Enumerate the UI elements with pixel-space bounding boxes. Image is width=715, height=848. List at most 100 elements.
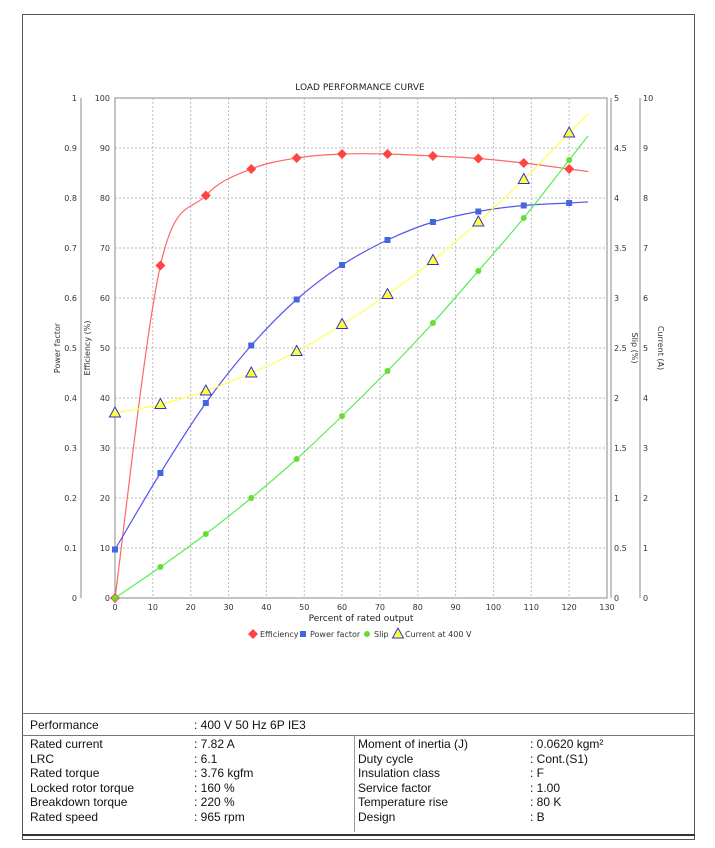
x-tick-label: 100 — [486, 603, 501, 612]
data-point — [337, 149, 348, 159]
efficiency-tick-label: 90 — [100, 144, 110, 153]
data-point — [384, 237, 391, 243]
spec-value: : 80 K — [530, 795, 562, 809]
slip-tick-label: 2.5 — [614, 344, 627, 353]
data-point — [112, 546, 118, 553]
data-point — [475, 208, 482, 215]
data-point — [517, 172, 531, 184]
spec-label: LRC — [30, 751, 55, 766]
slip-tick-label: 0.5 — [614, 544, 627, 553]
data-point — [381, 287, 394, 299]
data-point — [339, 262, 346, 268]
spec-value: : F — [530, 766, 544, 780]
power-factor-tick-label: 0.9 — [64, 144, 77, 153]
current-tick-label: 3 — [643, 444, 648, 453]
x-tick-label: 30 — [223, 603, 233, 612]
x-tick-label: 10 — [148, 603, 158, 612]
x-tick-label: 60 — [337, 603, 347, 612]
data-point — [248, 495, 255, 501]
legend-square-icon — [300, 631, 306, 637]
data-point — [335, 317, 349, 329]
x-tick-label: 120 — [562, 603, 577, 612]
power-factor-tick-label: 1 — [72, 94, 77, 103]
legend-label: Slip — [374, 630, 389, 639]
data-point — [473, 153, 484, 164]
power-factor-tick-label: 0.2 — [64, 494, 77, 503]
slip-tick-label: 2 — [614, 394, 619, 403]
efficiency-tick-label: 0 — [105, 594, 110, 603]
data-point — [112, 595, 118, 601]
data-point — [290, 344, 304, 356]
data-point — [246, 164, 257, 174]
data-point — [248, 342, 255, 349]
slip-tick-label: 5 — [614, 94, 619, 103]
spec-label: Rated speed — [30, 809, 99, 824]
data-point — [157, 470, 164, 476]
power-factor-tick-label: 0.6 — [64, 294, 77, 303]
data-point — [291, 153, 302, 163]
data-point — [471, 214, 485, 227]
data-point — [520, 202, 527, 209]
current-tick-label: 9 — [643, 144, 648, 153]
legend-triangle-icon — [391, 626, 405, 639]
spec-value: : 7.82 A — [194, 737, 235, 751]
current-tick-label: 6 — [643, 294, 648, 303]
efficiency-tick-label: 50 — [100, 344, 110, 353]
data-point — [382, 149, 393, 159]
current-tick-label: 8 — [643, 194, 648, 203]
legend-label: Current at 400 V — [405, 630, 472, 639]
load-performance-chart: LOAD PERFORMANCE CURVE 0 10 20 30 40 50 60 70 80… — [53, 83, 665, 639]
legend-item: Current at 400 V — [391, 626, 472, 639]
spec-label: Moment of inertia (J) — [358, 737, 469, 751]
data-point — [475, 268, 482, 274]
power-factor-axis-title: Power factor — [53, 322, 62, 373]
power-factor-tick-label: 0.3 — [64, 444, 77, 453]
spec-label: Service factor — [358, 780, 432, 795]
x-tick-label: 50 — [299, 603, 309, 612]
spec-value: : 3.76 kgfm — [194, 766, 254, 780]
current-tick-label: 2 — [643, 494, 648, 503]
slip-tick-label: 3 — [614, 294, 619, 303]
x-tick-label: 130 — [599, 603, 614, 612]
spec-label: Locked rotor torque — [30, 780, 135, 795]
power-factor-tick-label: 0.5 — [64, 344, 77, 353]
efficiency-tick-label: 60 — [100, 294, 110, 303]
markers — [108, 125, 576, 603]
performance-label: Performance — [30, 718, 99, 732]
data-point — [199, 383, 213, 396]
legend-item: Slip — [364, 630, 389, 639]
spec-label: Rated current — [30, 737, 103, 751]
slip-axis-title: Slip (%) — [630, 333, 639, 364]
current-tick-label: 4 — [643, 394, 648, 403]
data-point — [518, 158, 529, 168]
data-point — [202, 531, 209, 537]
current-tick-label: 5 — [643, 344, 648, 353]
x-tick-label: 70 — [375, 603, 385, 612]
current-axis-title: Current (A) — [656, 326, 665, 370]
x-tick-label: 40 — [261, 603, 271, 612]
data-point — [293, 456, 300, 462]
spec-label: Design — [358, 809, 396, 824]
slip-tick-label: 0 — [614, 594, 619, 603]
spec-value: : Cont.(S1) — [530, 751, 589, 766]
power-factor-tick-label: 0 — [72, 594, 77, 603]
legend-label: Efficiency — [260, 630, 299, 639]
x-tick-label: 0 — [112, 603, 117, 612]
power-factor-tick-label: 0.4 — [64, 394, 77, 403]
data-point — [429, 320, 436, 326]
legend-label: Power factor — [310, 630, 361, 639]
efficiency-tick-label: 70 — [100, 244, 110, 253]
axes: 0 10 20 30 40 50 60 70 80 90 100 110 120 13000.10.20.… — [53, 94, 665, 612]
spec-value: : 160 % — [194, 780, 235, 795]
efficiency-tick-label: 20 — [100, 494, 110, 503]
data-point — [384, 368, 391, 374]
data-point — [155, 260, 166, 271]
data-point — [566, 157, 573, 163]
data-point — [157, 564, 164, 570]
spec-label: Rated torque — [30, 766, 100, 780]
x-tick-label: 90 — [451, 603, 461, 612]
legend-diamond-icon — [248, 629, 258, 639]
power-factor-tick-label: 0.8 — [64, 194, 77, 203]
spec-label: Insulation class — [358, 766, 441, 780]
power-factor-tick-label: 0.1 — [64, 544, 77, 553]
